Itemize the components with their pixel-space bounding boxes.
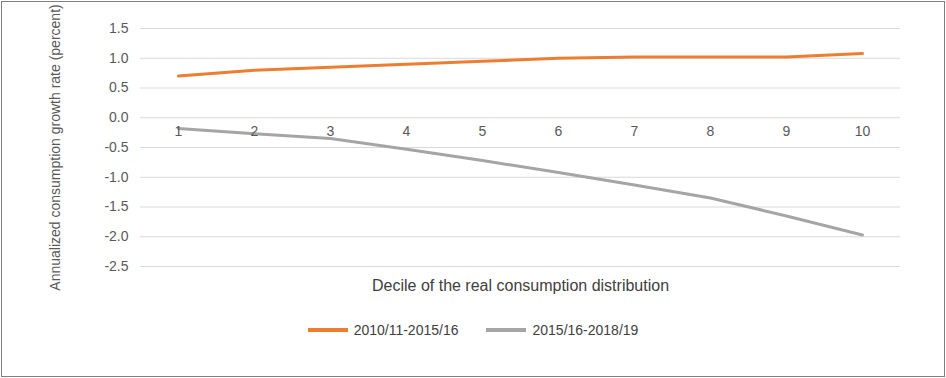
svg-text:-1.0: -1.0 — [104, 169, 128, 185]
svg-text:-1.5: -1.5 — [104, 198, 128, 214]
svg-text:-2.0: -2.0 — [104, 228, 128, 244]
svg-text:0.0: 0.0 — [109, 109, 129, 125]
svg-text:4: 4 — [403, 123, 411, 139]
svg-text:2: 2 — [251, 123, 259, 139]
svg-text:7: 7 — [631, 123, 639, 139]
svg-text:6: 6 — [555, 123, 563, 139]
svg-text:10: 10 — [855, 123, 871, 139]
svg-text:1: 1 — [175, 123, 183, 139]
html-text:2010/11-2015/16: 2010/11-2015/16 — [353, 322, 459, 338]
svg-text:-2.5: -2.5 — [104, 258, 128, 274]
html-text:2015/16-2018/19: 2015/16-2018/19 — [532, 322, 639, 338]
svg-text:1.5: 1.5 — [109, 20, 129, 36]
svg-text:8: 8 — [707, 123, 715, 139]
svg-text:Annualized consumption growth: Annualized consumption growth rate (perc… — [47, 4, 63, 290]
svg-text:0.5: 0.5 — [109, 79, 129, 95]
svg-text:Decile of the real consumption: Decile of the real consumption distribut… — [372, 277, 669, 294]
svg-text:3: 3 — [327, 123, 335, 139]
svg-text:9: 9 — [783, 123, 791, 139]
svg-text:5: 5 — [479, 123, 487, 139]
svg-text:1.0: 1.0 — [109, 50, 129, 66]
svg-text:-0.5: -0.5 — [104, 139, 128, 155]
